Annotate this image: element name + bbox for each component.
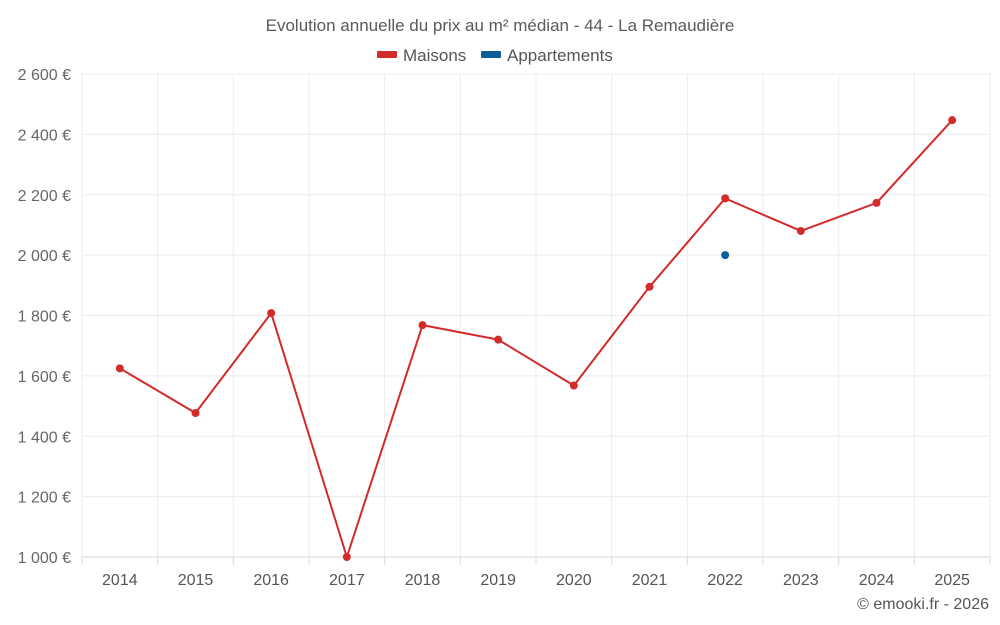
data-point-maisons[interactable] — [872, 198, 881, 207]
data-point-maisons[interactable] — [191, 409, 200, 418]
legend-label-appartements: Appartements — [507, 46, 613, 65]
x-tick-label: 2019 — [480, 572, 516, 589]
y-tick-label: 2 600 € — [18, 67, 71, 84]
x-tick-label: 2016 — [253, 572, 289, 589]
y-tick-label: 2 000 € — [18, 248, 71, 265]
x-tick-label: 2022 — [707, 572, 743, 589]
axes — [81, 556, 991, 565]
series-line-maisons — [119, 119, 953, 558]
data-point-maisons[interactable] — [267, 309, 276, 318]
x-tick-label: 2015 — [178, 572, 214, 589]
x-tick-label: 2017 — [329, 572, 365, 589]
x-tick-label: 2023 — [783, 572, 819, 589]
y-tick-label: 2 400 € — [18, 127, 71, 144]
data-point-maisons[interactable] — [569, 381, 578, 390]
legend: Maisons Appartements — [377, 46, 613, 65]
y-tick-label: 1 200 € — [18, 490, 71, 507]
data-point-maisons[interactable] — [948, 116, 957, 125]
y-tick-label: 2 200 € — [18, 188, 71, 205]
data-point-maisons[interactable] — [418, 321, 427, 330]
data-point-maisons[interactable] — [796, 226, 805, 235]
data-point-maisons[interactable] — [721, 194, 730, 203]
data-point-appartements[interactable] — [721, 251, 730, 260]
y-tick-label: 1 000 € — [18, 550, 71, 567]
x-tick-label: 2014 — [102, 572, 138, 589]
x-tick-label: 2025 — [934, 572, 970, 589]
y-tick-label: 1 600 € — [18, 369, 71, 386]
legend-item-appartements[interactable]: Appartements — [481, 46, 613, 65]
legend-label-maisons: Maisons — [403, 46, 466, 65]
y-tick-label: 1 400 € — [18, 429, 71, 446]
x-tick-label: 2021 — [632, 572, 668, 589]
credit-text: © emooki.fr - 2026 — [857, 596, 989, 613]
x-gridlines — [81, 74, 991, 557]
data-point-maisons[interactable] — [645, 282, 654, 291]
chart-title: Evolution annuelle du prix au m² médian … — [266, 16, 735, 35]
x-tick-label: 2024 — [859, 572, 895, 589]
data-point-maisons[interactable] — [342, 553, 351, 561]
data-point-maisons[interactable] — [115, 364, 124, 373]
data-point-maisons[interactable] — [494, 335, 503, 344]
x-tick-label: 2018 — [405, 572, 441, 589]
x-tick-labels: 2014 2015 2016 2017 2018 2019 2020 2021 2022 2023… — [102, 572, 970, 589]
legend-swatch-maisons — [377, 51, 397, 58]
legend-swatch-appartements — [481, 51, 501, 58]
y-tick-labels: 1 000 € 1 200 € 1 400 € 1 600 € 1 800 € 2 000… — [18, 67, 71, 567]
x-tick-label: 2020 — [556, 572, 592, 589]
legend-item-maisons[interactable]: Maisons — [377, 46, 466, 65]
series-layer — [115, 116, 957, 561]
y-tick-label: 1 800 € — [18, 309, 71, 326]
